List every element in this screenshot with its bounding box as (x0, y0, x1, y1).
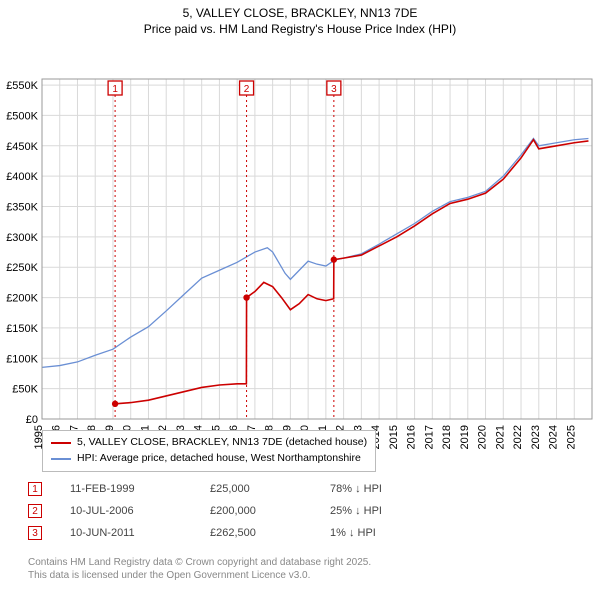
svg-text:2025: 2025 (565, 425, 577, 449)
svg-text:£200K: £200K (6, 293, 38, 305)
legend-label-2: HPI: Average price, detached house, West… (77, 451, 361, 467)
svg-text:2022: 2022 (512, 425, 524, 449)
svg-text:£450K: £450K (6, 141, 38, 153)
legend-label-1: 5, VALLEY CLOSE, BRACKLEY, NN13 7DE (det… (77, 435, 367, 451)
svg-text:2: 2 (244, 84, 250, 95)
legend-row-2: HPI: Average price, detached house, West… (51, 451, 367, 467)
transaction-price: £25,000 (210, 483, 330, 495)
legend: 5, VALLEY CLOSE, BRACKLEY, NN13 7DE (det… (42, 430, 376, 472)
svg-text:£300K: £300K (6, 232, 38, 244)
transaction-hpi: 78% ↓ HPI (330, 483, 450, 495)
footer-line-1: Contains HM Land Registry data © Crown c… (28, 556, 371, 569)
transaction-hpi: 25% ↓ HPI (330, 505, 450, 517)
legend-swatch-blue (51, 458, 71, 460)
chart-container: 5, VALLEY CLOSE, BRACKLEY, NN13 7DE Pric… (0, 0, 600, 590)
svg-text:£100K: £100K (6, 353, 38, 365)
transaction-marker: 3 (28, 526, 42, 540)
svg-text:2016: 2016 (406, 425, 418, 449)
svg-text:£150K: £150K (6, 323, 38, 335)
transaction-row: 1 11-FEB-1999£25,00078% ↓ HPI (28, 478, 450, 500)
svg-text:3: 3 (331, 84, 337, 95)
chart-svg: £0 £50K £100K £150K £200K £250K £300K £350K £400… (0, 37, 600, 457)
chart-titles: 5, VALLEY CLOSE, BRACKLEY, NN13 7DE Pric… (0, 0, 600, 37)
markers: 1 2 3 (108, 81, 341, 419)
svg-text:£50K: £50K (12, 384, 38, 396)
grid (42, 79, 592, 419)
svg-text:2021: 2021 (494, 425, 506, 449)
svg-text:£500K: £500K (6, 111, 38, 123)
svg-text:2017: 2017 (423, 425, 435, 449)
transaction-price: £200,000 (210, 505, 330, 517)
transaction-marker: 1 (28, 482, 42, 496)
footer-line-2: This data is licensed under the Open Gov… (28, 569, 371, 582)
transaction-row: 2 10-JUL-2006£200,00025% ↓ HPI (28, 500, 450, 522)
svg-text:2019: 2019 (459, 425, 471, 449)
title-line-1: 5, VALLEY CLOSE, BRACKLEY, NN13 7DE (0, 6, 600, 22)
svg-text:£0: £0 (26, 414, 38, 426)
svg-text:2015: 2015 (388, 425, 400, 449)
svg-text:£550K: £550K (6, 80, 38, 92)
footer: Contains HM Land Registry data © Crown c… (28, 556, 371, 582)
svg-text:2023: 2023 (530, 425, 542, 449)
svg-text:£400K: £400K (6, 171, 38, 183)
legend-swatch-red (51, 442, 71, 444)
svg-text:2020: 2020 (477, 425, 489, 449)
transaction-price: £262,500 (210, 527, 330, 539)
transaction-marker: 2 (28, 504, 42, 518)
y-axis: £0 £50K £100K £150K £200K £250K £300K £350K £400… (6, 80, 38, 426)
svg-text:2018: 2018 (441, 425, 453, 449)
transaction-date: 10-JUL-2006 (70, 505, 210, 517)
svg-text:1: 1 (112, 84, 118, 95)
title-line-2: Price paid vs. HM Land Registry's House … (0, 22, 600, 38)
transaction-hpi: 1% ↓ HPI (330, 527, 450, 539)
plot-border (42, 79, 592, 419)
transaction-date: 11-FEB-1999 (70, 483, 210, 495)
svg-text:£350K: £350K (6, 202, 38, 214)
svg-text:£250K: £250K (6, 262, 38, 274)
transactions-table: 1 11-FEB-1999£25,00078% ↓ HPI 2 10-JUL-2006… (28, 478, 450, 544)
series (42, 139, 588, 408)
svg-text:2024: 2024 (548, 425, 560, 449)
transaction-date: 10-JUN-2011 (70, 527, 210, 539)
transaction-row: 3 10-JUN-2011£262,5001% ↓ HPI (28, 522, 450, 544)
legend-row-1: 5, VALLEY CLOSE, BRACKLEY, NN13 7DE (det… (51, 435, 367, 451)
